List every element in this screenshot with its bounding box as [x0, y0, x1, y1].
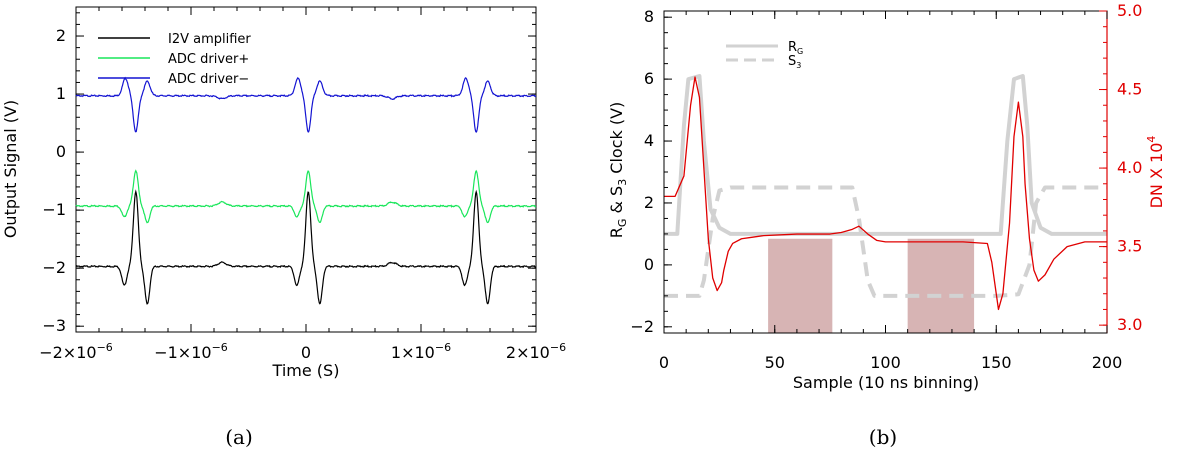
panel-b-right-y-tick-label: 5.0	[1117, 1, 1142, 20]
panel-b-shaded-region	[907, 238, 975, 333]
panel-a-legend: I2V amplifier ADC driver+ ADC driver−	[98, 32, 251, 87]
panel-a-y-tick-label: 0	[56, 142, 66, 161]
panel-b-x-tick-label: 50	[765, 353, 785, 372]
panel-a-y-tick-label: 1	[56, 84, 66, 103]
panel-a-x-tick-label: −2×10−6	[39, 341, 113, 362]
panel-a-legend-label: I2V amplifier	[168, 32, 251, 47]
panel-b-right-y-tick-label: 3.5	[1117, 237, 1142, 256]
panel-b: 0 50 100 150 200 −2 0 2 4 6 8 3.0 3.5 4.0 4.5 5.0 Sampl…	[607, 1, 1166, 449]
panel-b-x-tick-label: 0	[659, 353, 669, 372]
panel-a-caption: (a)	[225, 425, 253, 449]
panel-b-left-y-tick-label: 4	[644, 131, 654, 150]
panel-b-series-video	[664, 76, 1107, 311]
panel-b-x-tick-label: 150	[981, 353, 1012, 372]
panel-a-x-tick-label: 1×10−6	[391, 341, 451, 362]
panel-a-x-tick-label: 2×10−6	[506, 341, 566, 362]
panel-a-y-tick-label: −1	[42, 200, 66, 219]
panel-a-y-tick-label: −3	[42, 316, 66, 335]
panel-a-series-group	[75, 76, 537, 305]
panel-b-legend-label: S3	[788, 54, 801, 70]
panel-a-x-tick-label: 0	[301, 343, 311, 362]
panel-b-x-axis-label: Sample (10 ns binning)	[793, 373, 979, 392]
panel-a-series-adc-driver-	[75, 76, 537, 134]
panel-a: −2×10−6 −1×10−6 0 1×10−6 2×10−6 −3 −2 −1 0 1 2 Tim…	[1, 6, 566, 449]
panel-b-right-y-tick-label: 3.0	[1117, 315, 1142, 334]
panel-b-series-s3	[664, 185, 1107, 298]
panel-b-left-y-tick-label: 0	[644, 255, 654, 274]
panel-b-x-tick-label: 100	[870, 353, 901, 372]
panel-b-shaded-region	[768, 238, 833, 333]
panel-a-x-tick-label: −1×10−6	[154, 341, 228, 362]
panel-b-x-tick-label: 200	[1092, 353, 1123, 372]
panel-b-series-rg	[664, 74, 1107, 236]
panel-b-shaded-regions	[768, 238, 975, 333]
panel-b-series-group	[664, 74, 1107, 311]
panel-a-legend-label: ADC driver−	[168, 72, 249, 87]
panel-a-series-adc-driver-	[75, 169, 537, 224]
panel-b-right-y-tick-label: 4.0	[1117, 158, 1142, 177]
panel-a-ticks: −2×10−6 −1×10−6 0 1×10−6 2×10−6 −3 −2 −1 0 1 2	[39, 7, 566, 362]
panel-b-caption: (b)	[869, 425, 897, 449]
panel-b-left-axis-label: RG & S3 Clock (V)	[607, 102, 629, 239]
panel-a-series-i2v-amplifier	[75, 189, 537, 305]
panel-b-left-y-tick-label: −2	[630, 317, 654, 336]
panel-a-y-axis-label: Output Signal (V)	[1, 100, 20, 238]
panel-b-right-axis-label: DN X 104	[1145, 136, 1166, 209]
panel-a-plot-frame	[75, 6, 537, 333]
panel-a-legend-label: ADC driver+	[168, 52, 249, 67]
panel-b-ticks: 0 50 100 150 200 −2 0 2 4 6 8 3.0 3.5 4.0 4.5 5.0	[630, 1, 1142, 372]
panel-b-left-y-tick-label: 6	[644, 69, 654, 88]
panel-a-y-tick-label: 2	[56, 26, 66, 45]
panel-b-left-y-tick-label: 2	[644, 193, 654, 212]
panel-a-y-tick-label: −2	[42, 258, 66, 277]
panel-b-right-y-tick-label: 4.5	[1117, 80, 1142, 99]
panel-b-left-y-tick-label: 8	[644, 7, 654, 26]
panel-a-x-axis-label: Time (S)	[272, 361, 340, 380]
